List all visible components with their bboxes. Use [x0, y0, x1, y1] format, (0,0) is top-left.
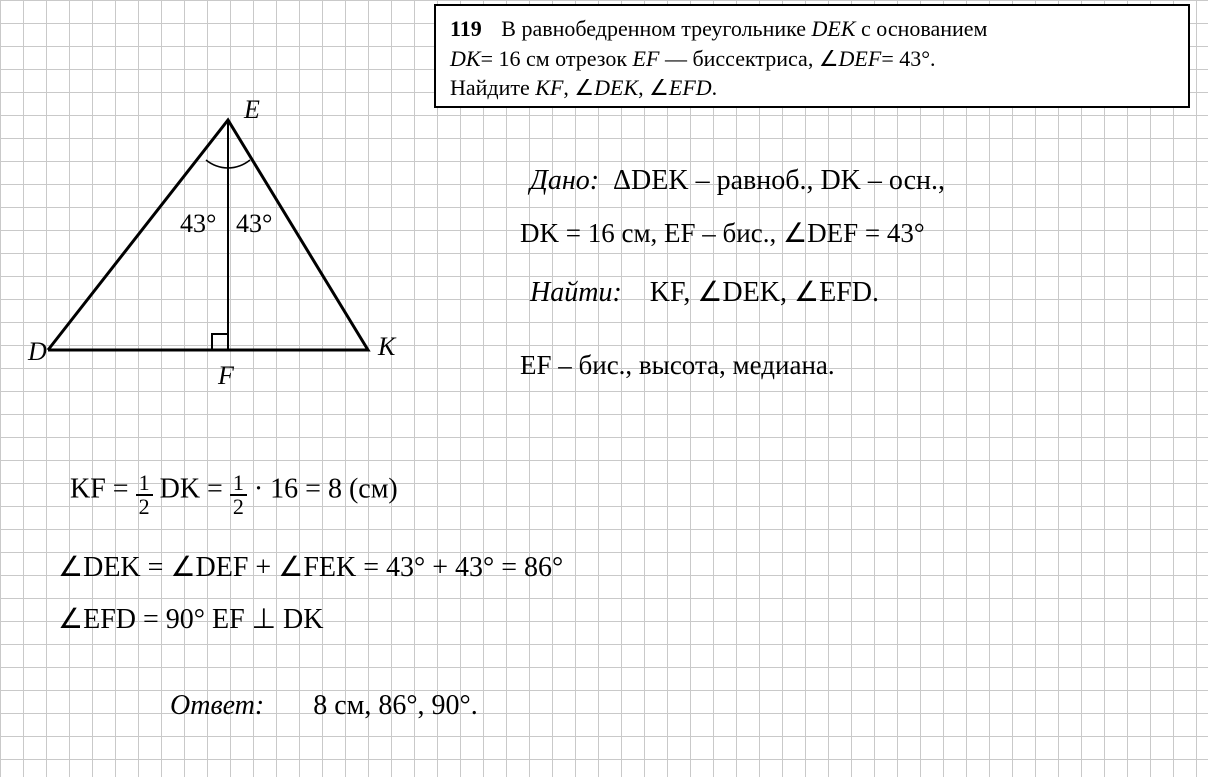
frac-top-1: 1	[136, 472, 153, 496]
problem-text-1c: с основанием	[856, 16, 988, 41]
given-line1: ΔDEK – равноб., DK – осн.,	[613, 165, 945, 196]
problem-text-3g: .	[712, 75, 718, 100]
fraction-half-1: 1 2	[136, 472, 153, 518]
svg-text:F: F	[217, 361, 235, 390]
dek-line: ∠DEK = ∠DEF + ∠FEK = 43° + 43° = 86°	[58, 550, 563, 584]
problem-text-3e: , ∠	[638, 75, 669, 100]
problem-text-3f: EFD	[669, 75, 712, 100]
problem-text-2d: — биссектриса, ∠	[659, 46, 838, 71]
svg-text:43°: 43°	[236, 209, 272, 238]
problem-text-2b: = 16 см отрезок	[481, 46, 633, 71]
problem-statement: 119 В равнобедренном треугольнике DEK с …	[434, 4, 1190, 108]
frac-bot-2: 2	[230, 496, 247, 518]
problem-text-3b: KF	[535, 75, 563, 100]
problem-text-1b: DEK	[812, 16, 856, 41]
kf-mid1: DK =	[160, 473, 230, 504]
kf-result: · 16 = 8 (см)	[254, 473, 398, 504]
frac-bot-1: 2	[136, 496, 153, 518]
svg-text:D: D	[27, 337, 47, 366]
efd-line: ∠EFD = 90° EF ⊥ DK	[58, 602, 324, 636]
problem-text-3a: Найдите	[450, 75, 535, 100]
svg-text:K: K	[377, 332, 397, 361]
problem-text-3d: DEK	[594, 75, 638, 100]
problem-text-3c: , ∠	[563, 75, 594, 100]
find-text: KF, ∠DEK, ∠EFD.	[650, 277, 879, 308]
svg-text:E: E	[243, 95, 260, 124]
given-label-text: Дано:	[530, 165, 599, 196]
problem-text-2f: = 43°.	[881, 46, 935, 71]
kf-lhs: KF =	[70, 473, 136, 504]
problem-text-1a: В равнобедренном треугольнике	[501, 16, 811, 41]
answer-row: Ответ: 8 см, 86°, 90°.	[170, 690, 478, 722]
problem-text-2c: EF	[633, 46, 660, 71]
problem-number: 119	[450, 14, 482, 44]
ef-properties: EF – бис., высота, медиана.	[520, 350, 835, 381]
kf-line: KF = 1 2 DK = 1 2 · 16 = 8 (см)	[70, 468, 398, 514]
triangle-diagram: 43°43°DEKF	[28, 100, 408, 420]
problem-text-2e: DEF	[839, 46, 882, 71]
find-label: Найти:	[530, 277, 622, 308]
answer-label: Ответ:	[170, 690, 264, 721]
find-row: Найти: KF, ∠DEK, ∠EFD.	[530, 275, 879, 309]
svg-text:43°: 43°	[180, 209, 216, 238]
given-label: Дано: ΔDEK – равноб., DK – осн.,	[530, 165, 945, 197]
answer-text: 8 см, 86°, 90°.	[313, 690, 478, 721]
given-line2: DK = 16 см, EF – бис., ∠DEF = 43°	[520, 218, 925, 249]
fraction-half-2: 1 2	[230, 472, 247, 518]
frac-top-2: 1	[230, 472, 247, 496]
problem-text-2a: DK	[450, 46, 481, 71]
